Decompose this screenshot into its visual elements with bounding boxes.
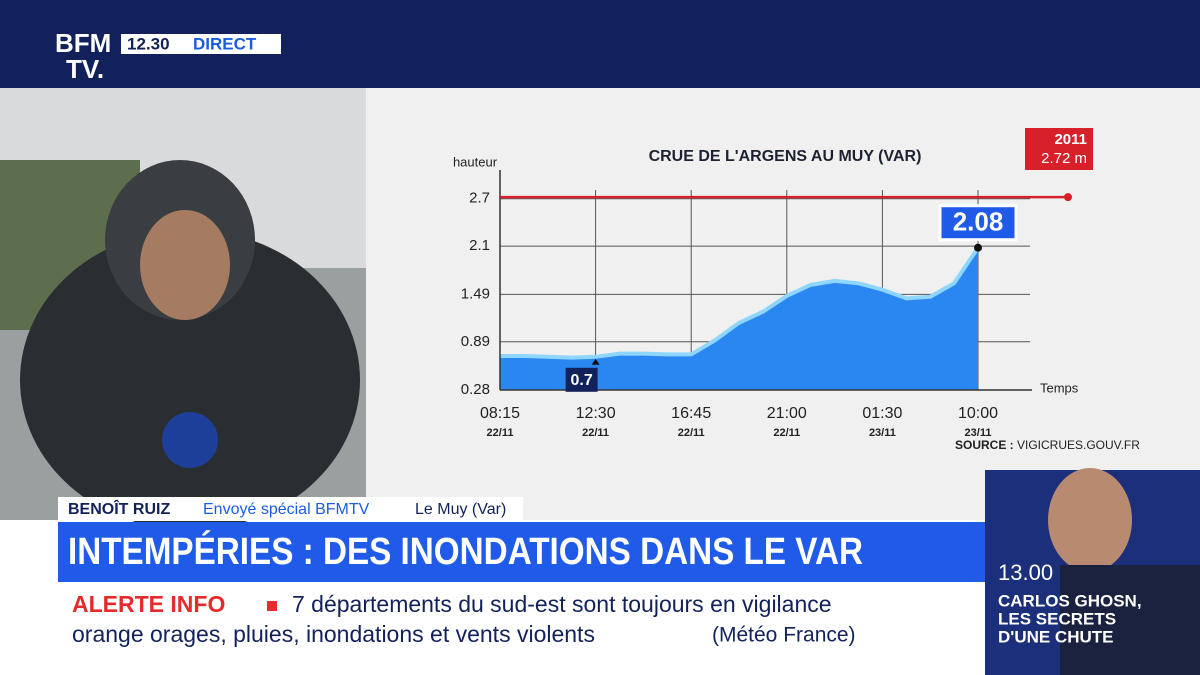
next-program-photo bbox=[1060, 565, 1200, 675]
video-face bbox=[140, 210, 230, 320]
x-tick-label: 08:15 bbox=[480, 405, 520, 422]
data-point bbox=[974, 243, 982, 252]
clock: 12.30 bbox=[127, 34, 170, 53]
live-box bbox=[121, 34, 281, 54]
ticker-source: (Météo France) bbox=[712, 624, 856, 647]
x-axis-label: Temps bbox=[1040, 380, 1079, 395]
data-point bbox=[591, 358, 600, 365]
x-tick-label: 21:00 bbox=[767, 405, 807, 422]
ticker-text: orange orages, pluies, inondations et ve… bbox=[72, 621, 595, 647]
value-label: 0.7 bbox=[570, 372, 592, 389]
y-tick-label: 2.7 bbox=[469, 190, 490, 207]
x-tick-date: 22/11 bbox=[678, 427, 705, 439]
next-program-title: LES SECRETS bbox=[998, 609, 1116, 628]
x-tick-label: 01:30 bbox=[862, 405, 902, 422]
reporter-location: Le Muy (Var) bbox=[415, 501, 506, 518]
ticker bbox=[0, 582, 985, 675]
y-tick-label: 1.49 bbox=[461, 285, 490, 302]
headline-bar bbox=[58, 522, 985, 582]
reference-box bbox=[1025, 128, 1093, 170]
value-label-box bbox=[938, 204, 1018, 242]
y-axis-label: hauteur bbox=[453, 154, 498, 169]
y-tick-label: 0.28 bbox=[461, 381, 490, 398]
next-program-photo bbox=[1048, 468, 1132, 572]
next-program-title: D'UNE CHUTE bbox=[998, 627, 1114, 646]
value-label: 2.08 bbox=[953, 207, 1004, 237]
reference-point bbox=[1064, 193, 1072, 202]
headline: INTEMPÉRIES : DES INONDATIONS DANS LE VA… bbox=[68, 529, 863, 573]
x-tick-date: 23/11 bbox=[869, 427, 896, 439]
reference-year: 2011 bbox=[1054, 131, 1087, 148]
ticker-bullet bbox=[267, 601, 277, 611]
x-tick-label: 12:30 bbox=[576, 405, 616, 422]
x-tick-label: 10:00 bbox=[958, 405, 998, 422]
source-label: SOURCE : bbox=[955, 438, 1014, 452]
next-program-time: 13.00 bbox=[998, 560, 1053, 585]
reporter-role: Envoyé spécial BFMTV bbox=[203, 501, 370, 518]
x-tick-date: 22/11 bbox=[773, 427, 800, 439]
x-tick-date: 22/11 bbox=[487, 427, 514, 439]
x-tick-date: 22/11 bbox=[582, 427, 609, 439]
reference-label: 2.72 m bbox=[1041, 150, 1087, 167]
logo: BFM bbox=[55, 28, 111, 58]
line bbox=[500, 246, 980, 360]
x-tick-date: 23/11 bbox=[965, 427, 992, 439]
chart-title: CRUE DE L'ARGENS AU MUY (VAR) bbox=[649, 148, 922, 165]
next-program-title: CARLOS GHOSN, bbox=[998, 591, 1142, 610]
reporter-name: BENOÎT RUIZ bbox=[68, 499, 170, 518]
x-tick-label: 16:45 bbox=[671, 405, 711, 422]
source: VIGICRUES.GOUV.FR bbox=[1017, 438, 1140, 452]
video-reporter bbox=[20, 230, 360, 530]
value-label-box bbox=[565, 367, 598, 392]
y-tick-label: 2.1 bbox=[469, 237, 490, 254]
chart: CRUE DE L'ARGENS AU MUY (VAR) hauteur Te… bbox=[453, 128, 1140, 452]
logo: TV. bbox=[66, 54, 104, 84]
reporter-strip bbox=[58, 497, 523, 521]
ticker-text: 7 départements du sud-est sont toujours … bbox=[292, 591, 832, 617]
live-label: DIRECT bbox=[193, 34, 257, 53]
y-tick-label: 0.89 bbox=[461, 333, 490, 350]
ticker-label: ALERTE INFO bbox=[72, 591, 225, 617]
video-mic bbox=[162, 412, 218, 468]
